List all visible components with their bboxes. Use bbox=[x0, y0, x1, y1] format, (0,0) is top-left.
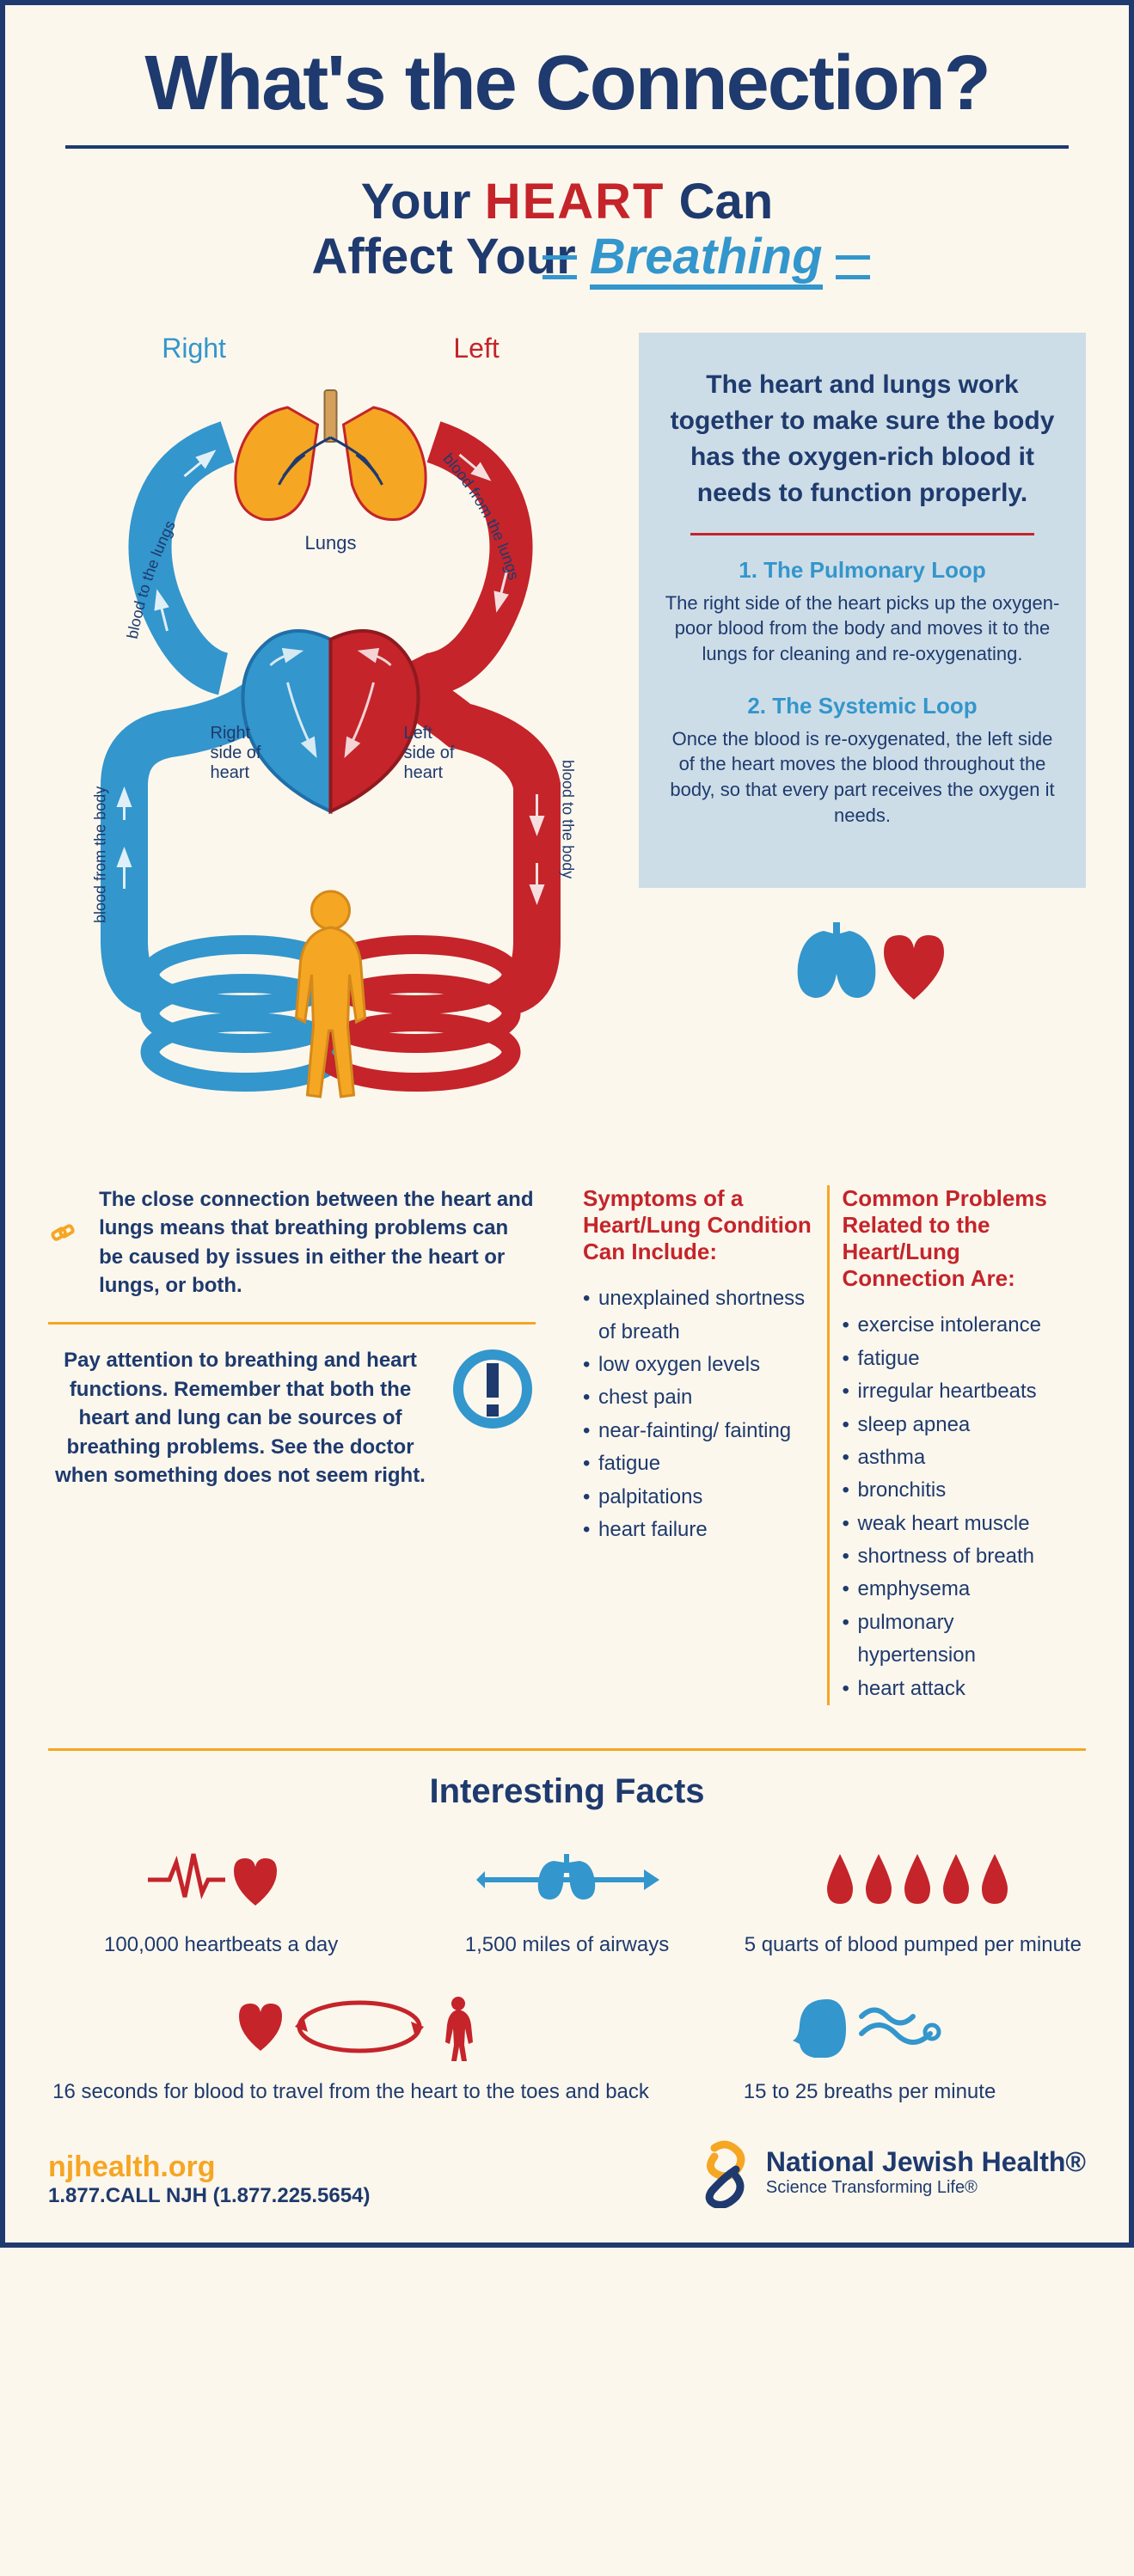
lung-heart-icons bbox=[639, 914, 1086, 1013]
fact-heartbeats: 100,000 heartbeats a day bbox=[48, 1841, 394, 1958]
lists-column: Symptoms of a Heart/Lung Condition Can I… bbox=[570, 1185, 1086, 1705]
footer-url: njhealth.org bbox=[48, 2151, 370, 2184]
loop1-text: The right side of the heart picks up the… bbox=[665, 590, 1060, 667]
svg-text:Left: Left bbox=[404, 724, 433, 743]
info-divider bbox=[690, 533, 1034, 535]
lower-content-row: The close connection between the heart a… bbox=[48, 1185, 1086, 1705]
svg-text:side of: side of bbox=[404, 743, 455, 762]
list-item: irregular heartbeats bbox=[843, 1375, 1074, 1408]
facts-divider bbox=[48, 1748, 1086, 1751]
problems-heading: Common Problems Related to the Heart/Lun… bbox=[843, 1185, 1074, 1293]
info-box: The heart and lungs work together to mak… bbox=[639, 333, 1086, 889]
footer-phone: 1.877.CALL NJH (1.877.225.5654) bbox=[48, 2184, 370, 2208]
list-item: shortness of breath bbox=[843, 1540, 1074, 1573]
left-label: Left bbox=[453, 333, 499, 364]
list-item: low oxygen levels bbox=[583, 1349, 814, 1381]
orange-divider bbox=[48, 1322, 536, 1325]
list-item: palpitations bbox=[583, 1481, 814, 1514]
side-labels: Right Left bbox=[48, 333, 613, 364]
list-item: emphysema bbox=[843, 1573, 1074, 1606]
infographic-frame: What's the Connection? Your HEART Can Af… bbox=[0, 0, 1134, 2248]
circulation-diagram: Lungs Right side of heart Left side o bbox=[48, 373, 613, 1147]
subtitle: Your HEART Can Affect Your Breathing bbox=[48, 174, 1086, 290]
list-item: asthma bbox=[843, 1441, 1074, 1474]
svg-text:blood to the body: blood to the body bbox=[560, 760, 577, 878]
svg-text:Right: Right bbox=[211, 724, 251, 743]
attention-text: Pay attention to breathing and heart fun… bbox=[48, 1346, 432, 1490]
diagram-column: Right Left bbox=[48, 333, 613, 1151]
list-item: pulmonary hypertension bbox=[843, 1606, 1074, 1673]
connection-callout: The close connection between the heart a… bbox=[48, 1185, 536, 1300]
list-item: fatigue bbox=[583, 1447, 814, 1480]
loop1-title: 1. The Pulmonary Loop bbox=[665, 557, 1060, 584]
info-column: The heart and lungs work together to mak… bbox=[639, 333, 1086, 1151]
facts-row-1: 100,000 heartbeats a day 1,500 miles of … bbox=[48, 1841, 1086, 1958]
lungs-icon bbox=[236, 390, 426, 520]
svg-text:heart: heart bbox=[404, 763, 444, 782]
attention-callout: Pay attention to breathing and heart fun… bbox=[48, 1346, 536, 1490]
list-item: weak heart muscle bbox=[843, 1508, 1074, 1540]
list-item: near-fainting/ fainting bbox=[583, 1415, 814, 1447]
list-item: unexplained shortness of breath bbox=[583, 1282, 814, 1349]
list-item: bronchitis bbox=[843, 1474, 1074, 1507]
facts-row-2: 16 seconds for blood to travel from the … bbox=[48, 1988, 1086, 2105]
title-underline bbox=[65, 145, 1069, 149]
svg-text:side of: side of bbox=[211, 743, 261, 762]
lungs-arrow-icon bbox=[394, 1841, 739, 1918]
info-heading: The heart and lungs work together to mak… bbox=[665, 367, 1060, 511]
loop2-title: 2. The Systemic Loop bbox=[665, 693, 1060, 719]
fact-travel-time: 16 seconds for blood to travel from the … bbox=[48, 1988, 653, 2105]
circulation-time-icon bbox=[48, 1988, 653, 2065]
njh-logo-icon bbox=[697, 2135, 753, 2208]
problems-items: exercise intolerancefatigueirregular hea… bbox=[843, 1309, 1074, 1705]
chain-link-icon bbox=[48, 1185, 77, 1280]
facts-section: Interesting Facts 100,000 heartbeats a d… bbox=[48, 1748, 1086, 2105]
connection-text: The close connection between the heart a… bbox=[99, 1185, 536, 1300]
list-item: heart attack bbox=[843, 1673, 1074, 1705]
symptoms-list: Symptoms of a Heart/Lung Condition Can I… bbox=[570, 1185, 830, 1705]
heart-icon bbox=[243, 631, 419, 811]
problems-list: Common Problems Related to the Heart/Lun… bbox=[830, 1185, 1087, 1705]
fact-blood-pumped: 5 quarts of blood pumped per minute bbox=[740, 1841, 1086, 1958]
heartbeat-icon bbox=[48, 1841, 394, 1918]
breathing-head-icon bbox=[653, 1988, 1086, 2065]
org-name: National Jewish Health® bbox=[766, 2146, 1086, 2178]
footer-contact: njhealth.org 1.877.CALL NJH (1.877.225.5… bbox=[48, 2151, 370, 2208]
main-title: What's the Connection? bbox=[48, 40, 1086, 128]
symptoms-items: unexplained shortness of breathlow oxyge… bbox=[583, 1282, 814, 1546]
loop2-text: Once the blood is re-oxygenated, the lef… bbox=[665, 726, 1060, 829]
list-item: exercise intolerance bbox=[843, 1309, 1074, 1342]
main-content-row: Right Left bbox=[48, 333, 1086, 1151]
list-item: sleep apnea bbox=[843, 1409, 1074, 1441]
svg-text:blood from the body: blood from the body bbox=[92, 786, 109, 922]
blood-drops-icon bbox=[740, 1841, 1086, 1918]
fact-breaths: 15 to 25 breaths per minute bbox=[653, 1988, 1086, 2105]
right-label: Right bbox=[162, 333, 226, 364]
symptoms-heading: Symptoms of a Heart/Lung Condition Can I… bbox=[583, 1185, 814, 1266]
lower-left-column: The close connection between the heart a… bbox=[48, 1185, 536, 1705]
list-item: chest pain bbox=[583, 1381, 814, 1414]
facts-title: Interesting Facts bbox=[48, 1772, 1086, 1811]
lungs-label: Lungs bbox=[305, 532, 357, 554]
exclamation-icon bbox=[450, 1346, 536, 1432]
fact-airways: 1,500 miles of airways bbox=[394, 1841, 739, 1958]
org-tagline: Science Transforming Life® bbox=[766, 2178, 1086, 2198]
footer-logo: National Jewish Health® Science Transfor… bbox=[697, 2135, 1086, 2208]
list-item: fatigue bbox=[843, 1343, 1074, 1375]
svg-text:heart: heart bbox=[211, 763, 250, 782]
list-item: heart failure bbox=[583, 1514, 814, 1546]
footer: njhealth.org 1.877.CALL NJH (1.877.225.5… bbox=[48, 2135, 1086, 2208]
